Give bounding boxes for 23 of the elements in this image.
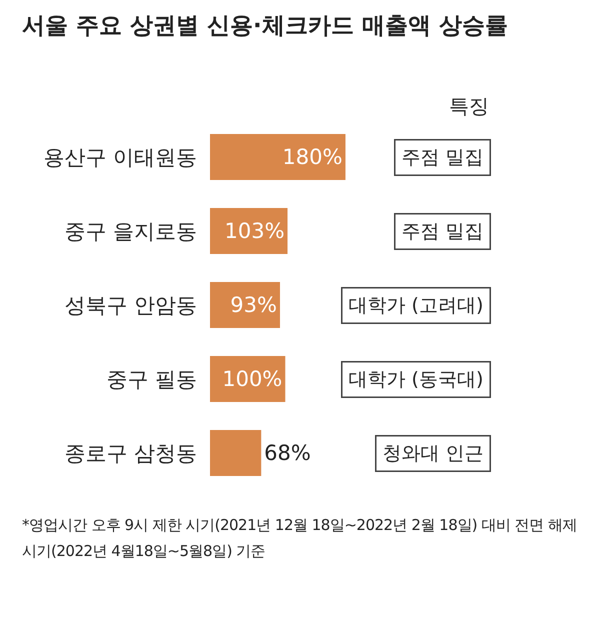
- bar: [210, 208, 288, 254]
- bar: [210, 134, 346, 180]
- chart-title: 서울 주요 상권별 신용·체크카드 매출액 상승률: [22, 12, 509, 41]
- text: 특징: [449, 94, 489, 118]
- y-tick-label: 종로구 삼청동: [64, 441, 197, 466]
- y-tick-label: 중구 필동: [106, 367, 197, 392]
- y-tick-label: 성북구 안암동: [64, 293, 197, 318]
- data-label: 100%: [222, 367, 282, 391]
- data-label: 103%: [224, 219, 285, 243]
- data-label: 68%: [264, 441, 311, 465]
- bar: [210, 282, 280, 328]
- data-label: 180%: [282, 145, 342, 169]
- y-tick-label: 용산구 이태원동: [43, 145, 197, 170]
- text: 청와대 인근: [382, 442, 484, 464]
- data-label: 93%: [230, 293, 277, 317]
- bar: [210, 356, 286, 402]
- y-tick-label: 중구 을지로동: [64, 219, 197, 244]
- text: *영업시간 오후 9시 제한 시기(2021년 12월 18일~2022년 2월 18일) 대비 전면 해제 시기(2022년 4월18일~5월8일) 기준: [22, 515, 578, 562]
- text: 대학가 (고려대): [348, 294, 484, 316]
- text: 주점 밀집: [402, 146, 484, 168]
- text: 대학가 (동국대): [348, 368, 484, 390]
- bar: [210, 430, 262, 476]
- text: 주점 밀집: [402, 220, 484, 242]
